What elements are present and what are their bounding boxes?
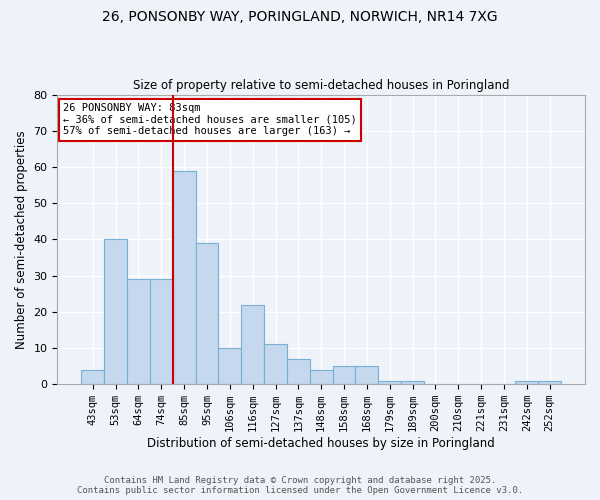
X-axis label: Distribution of semi-detached houses by size in Poringland: Distribution of semi-detached houses by … xyxy=(148,437,495,450)
Bar xyxy=(355,366,379,384)
Bar xyxy=(196,243,218,384)
Bar xyxy=(127,279,150,384)
Bar xyxy=(264,344,287,384)
Bar xyxy=(332,366,355,384)
Text: 26, PONSONBY WAY, PORINGLAND, NORWICH, NR14 7XG: 26, PONSONBY WAY, PORINGLAND, NORWICH, N… xyxy=(102,10,498,24)
Bar xyxy=(310,370,332,384)
Bar xyxy=(150,279,173,384)
Y-axis label: Number of semi-detached properties: Number of semi-detached properties xyxy=(15,130,28,348)
Bar xyxy=(379,380,401,384)
Bar xyxy=(82,370,104,384)
Bar xyxy=(515,380,538,384)
Title: Size of property relative to semi-detached houses in Poringland: Size of property relative to semi-detach… xyxy=(133,79,509,92)
Bar xyxy=(173,170,196,384)
Bar xyxy=(104,240,127,384)
Bar xyxy=(218,348,241,384)
Bar xyxy=(538,380,561,384)
Text: Contains HM Land Registry data © Crown copyright and database right 2025.
Contai: Contains HM Land Registry data © Crown c… xyxy=(77,476,523,495)
Text: 26 PONSONBY WAY: 83sqm
← 36% of semi-detached houses are smaller (105)
57% of se: 26 PONSONBY WAY: 83sqm ← 36% of semi-det… xyxy=(62,103,356,136)
Bar xyxy=(241,304,264,384)
Bar xyxy=(401,380,424,384)
Bar xyxy=(287,359,310,384)
